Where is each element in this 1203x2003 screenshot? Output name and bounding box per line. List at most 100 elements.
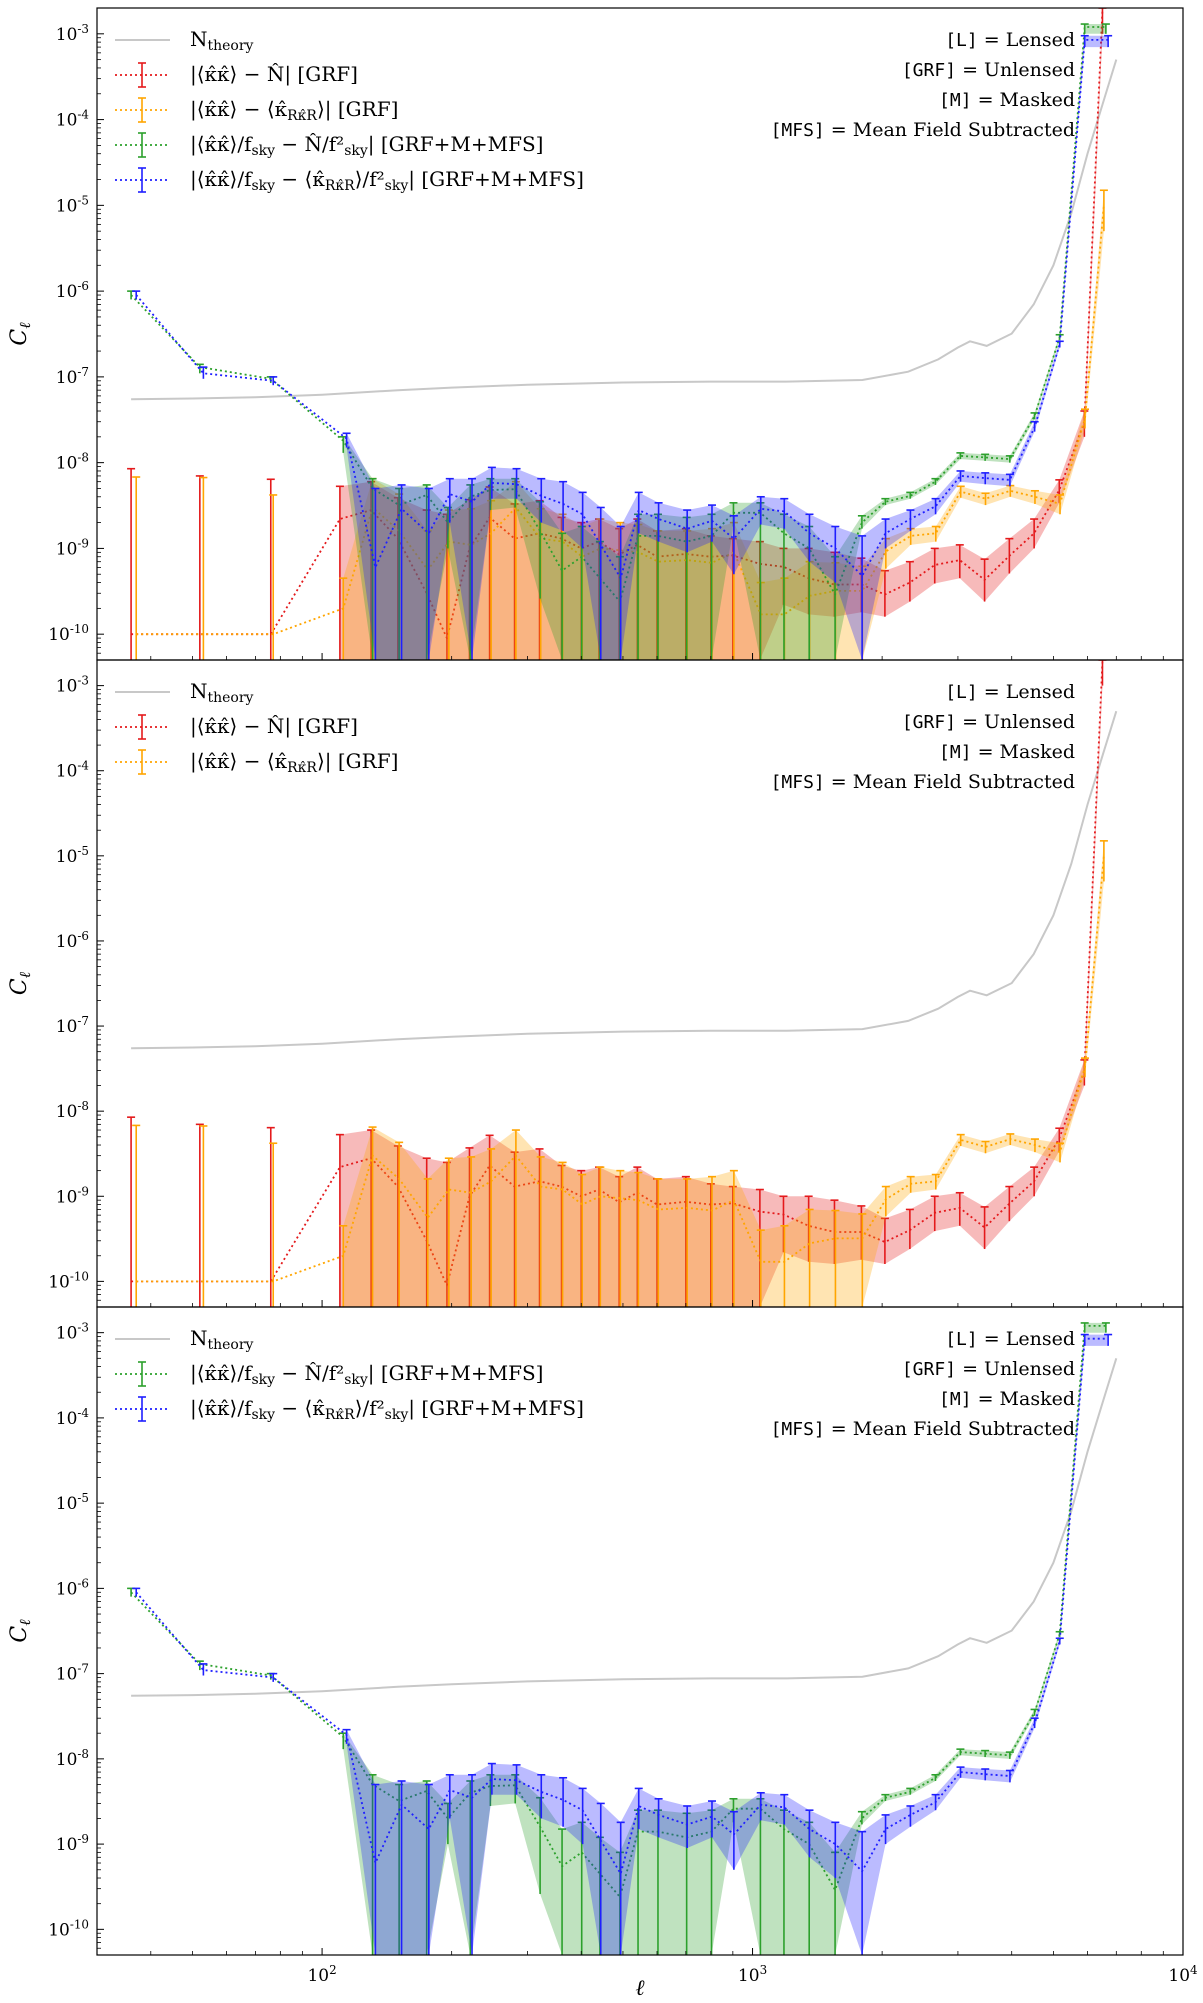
y-tick-label: 10-7 bbox=[56, 1014, 89, 1037]
y-tick-label: 10-9 bbox=[56, 1833, 89, 1856]
orange-line bbox=[136, 855, 1105, 1283]
legend-red-label: |⟨κ̂κ̂⟩ − N̂| [GRF] bbox=[190, 714, 358, 739]
note-text: = Unlensed bbox=[956, 59, 1075, 81]
y-tick-label: 10-7 bbox=[56, 1662, 89, 1685]
red-band bbox=[339, 660, 1103, 1307]
x-tick-label: 104 bbox=[1168, 1963, 1197, 1986]
y-tick-label: 10-6 bbox=[56, 929, 89, 952]
note-code: [MFS] bbox=[771, 120, 825, 141]
legend-red-label: |⟨κ̂κ̂⟩ − N̂| [GRF] bbox=[190, 62, 358, 87]
y-axis-label: Cℓ bbox=[7, 1619, 34, 1643]
note-text: = Masked bbox=[972, 1388, 1075, 1410]
note-0: [L] = Lensed bbox=[945, 1328, 1075, 1350]
y-tick-label: 10-5 bbox=[56, 844, 89, 867]
y-tick-label: 10-3 bbox=[56, 22, 89, 45]
y-tick-label: 10-5 bbox=[56, 194, 89, 217]
note-text: = Lensed bbox=[978, 1328, 1075, 1350]
legend-orange-label: |⟨κ̂κ̂⟩ − ⟨κ̂Rκ̂R⟩| [GRF] bbox=[190, 97, 398, 124]
green-band bbox=[343, 24, 1106, 660]
note-code: [GRF] bbox=[902, 712, 956, 733]
y-tick-label: 10-4 bbox=[56, 108, 89, 131]
note-0: [L] = Lensed bbox=[945, 29, 1075, 51]
legend: Ntheory |⟨κ̂κ̂⟩ − N̂| [GRF] |⟨κ̂κ̂⟩ − ⟨κ̂R… bbox=[115, 679, 398, 776]
legend-ntheory-label: Ntheory bbox=[190, 27, 254, 54]
x-tick-label: 102 bbox=[307, 1963, 336, 1986]
y-tick-label: 10-10 bbox=[48, 1918, 89, 1941]
ntheory-line bbox=[131, 59, 1118, 401]
y-tick-label: 10-4 bbox=[56, 759, 89, 782]
y-tick-label: 10-10 bbox=[48, 623, 89, 646]
y-axis-label: Cℓ bbox=[7, 322, 34, 346]
note-1: [GRF] = Unlensed bbox=[902, 711, 1075, 733]
y-tick-label: 10-6 bbox=[56, 280, 89, 303]
orange-band bbox=[343, 190, 1104, 660]
note-code: [L] bbox=[945, 682, 978, 703]
x-tick-label: 103 bbox=[738, 1963, 767, 1986]
plot-area bbox=[127, 1322, 1118, 1955]
legend-orange-label: |⟨κ̂κ̂⟩ − ⟨κ̂Rκ̂R⟩| [GRF] bbox=[190, 749, 398, 776]
legend-ntheory-label: Ntheory bbox=[190, 1326, 254, 1353]
note-text: = Mean Field Subtracted bbox=[825, 771, 1075, 793]
note-code: [GRF] bbox=[902, 1359, 956, 1380]
y-tick-label: 10-3 bbox=[56, 674, 89, 697]
note-code: [M] bbox=[939, 90, 972, 111]
note-1: [GRF] = Unlensed bbox=[902, 1358, 1075, 1380]
note-3: [MFS] = Mean Field Subtracted bbox=[771, 771, 1075, 793]
y-tick-label: 10-7 bbox=[56, 365, 89, 388]
note-code: [MFS] bbox=[771, 772, 825, 793]
y-tick-label: 10-10 bbox=[48, 1270, 89, 1293]
orange-line bbox=[136, 205, 1105, 636]
note-0: [L] = Lensed bbox=[945, 681, 1075, 703]
y-tick-label: 10-8 bbox=[56, 1747, 89, 1770]
legend-green-label: |⟨κ̂κ̂⟩/fsky − N̂/f²sky| [GRF+M+MFS] bbox=[190, 132, 543, 159]
red-band bbox=[339, 8, 1103, 660]
note-text: = Lensed bbox=[978, 29, 1075, 51]
legend-ntheory-label: Ntheory bbox=[190, 679, 254, 706]
notes: [L] = Lensed [GRF] = Unlensed [M] = Masked… bbox=[771, 1328, 1075, 1440]
note-text: = Unlensed bbox=[956, 1358, 1075, 1380]
legend-green-label: |⟨κ̂κ̂⟩/fsky − N̂/f²sky| [GRF+M+MFS] bbox=[190, 1361, 543, 1388]
note-code: [M] bbox=[939, 1389, 972, 1410]
y-tick-label: 10-6 bbox=[56, 1577, 89, 1600]
note-code: [MFS] bbox=[771, 1419, 825, 1440]
legend: Ntheory |⟨κ̂κ̂⟩ − N̂| [GRF] |⟨κ̂κ̂⟩ − ⟨κ̂R… bbox=[115, 27, 584, 194]
legend-blue-label: |⟨κ̂κ̂⟩/fsky − ⟨κ̂Rκ̂R⟩/f²sky| [GRF+M+MF… bbox=[190, 167, 584, 194]
note-3: [MFS] = Mean Field Subtracted bbox=[771, 1418, 1075, 1440]
orange-band bbox=[343, 840, 1104, 1307]
y-tick-label: 10-8 bbox=[56, 1100, 89, 1123]
note-1: [GRF] = Unlensed bbox=[902, 59, 1075, 81]
axes-frame bbox=[96, 1306, 1184, 1956]
note-code: [GRF] bbox=[902, 60, 956, 81]
panel-bottom: 10-10 10-9 10-8 10-7 10-6 10-5 10-4 10-3 102 103 1… bbox=[7, 1306, 1198, 2001]
blue-band bbox=[346, 35, 1109, 660]
y-tick-label: 10-8 bbox=[56, 451, 89, 474]
legend-blue-label: |⟨κ̂κ̂⟩/fsky − ⟨κ̂Rκ̂R⟩/f²sky| [GRF+M+MF… bbox=[190, 1396, 584, 1423]
ntheory-line bbox=[131, 710, 1118, 1050]
x-axis-label: ℓ bbox=[635, 1976, 645, 1999]
note-code: [L] bbox=[945, 1329, 978, 1350]
ntheory-line bbox=[131, 1358, 1118, 1697]
y-tick-label: 10-9 bbox=[56, 537, 89, 560]
note-text: = Mean Field Subtracted bbox=[825, 119, 1075, 141]
note-3: [MFS] = Mean Field Subtracted bbox=[771, 119, 1075, 141]
note-text: = Masked bbox=[972, 741, 1075, 763]
plot-area bbox=[127, 660, 1118, 1307]
green-line bbox=[130, 1325, 1106, 1899]
y-axis-label: Cℓ bbox=[7, 971, 34, 995]
green-band bbox=[343, 1322, 1106, 1955]
note-2: [M] = Masked bbox=[939, 1388, 1075, 1410]
note-code: [L] bbox=[945, 30, 978, 51]
note-code: [M] bbox=[939, 742, 972, 763]
y-tick-label: 10-4 bbox=[56, 1406, 89, 1429]
legend: Ntheory |⟨κ̂κ̂⟩/fsky − N̂/f²sky| [GRF+M+M… bbox=[115, 1326, 584, 1423]
note-2: [M] = Masked bbox=[939, 89, 1075, 111]
panel-middle: 10-10 10-9 10-8 10-7 10-6 10-5 10-4 10-3 Cℓ Ntheo… bbox=[7, 659, 1184, 1308]
note-text: = Masked bbox=[972, 89, 1075, 111]
red-line bbox=[131, 660, 1104, 1289]
note-2: [M] = Masked bbox=[939, 741, 1075, 763]
note-text: = Mean Field Subtracted bbox=[825, 1418, 1075, 1440]
y-tick-label: 10-9 bbox=[56, 1185, 89, 1208]
plot-area bbox=[127, 8, 1118, 660]
